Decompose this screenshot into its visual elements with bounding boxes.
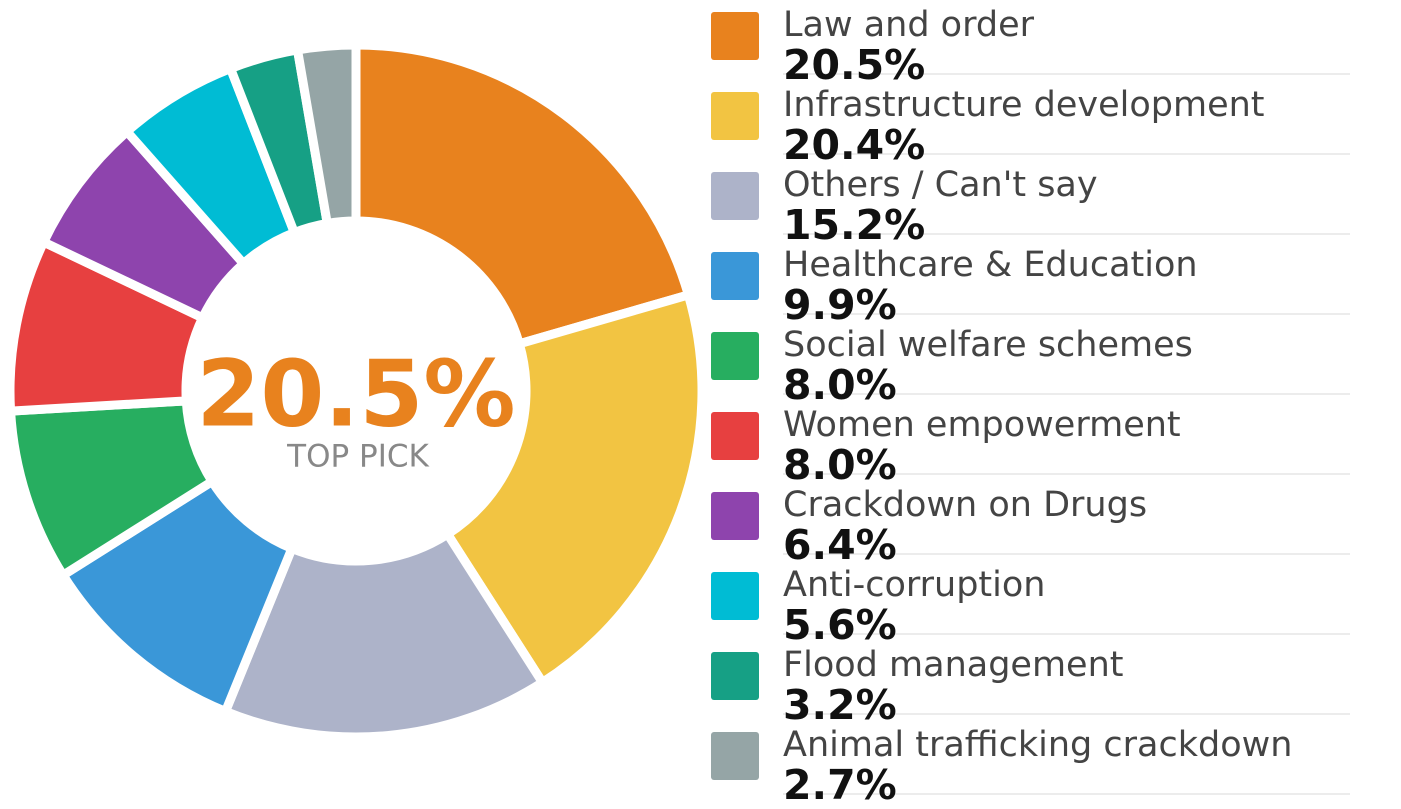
legend-label: Anti-corruption [783,565,1045,605]
legend-label: Infrastructure development [783,85,1265,125]
legend-value: 20.4% [783,121,925,169]
center-label: TOP PICK [286,439,429,475]
legend-swatch [711,492,759,540]
legend-swatch [711,412,759,460]
legend-label: Women empowerment [783,405,1181,445]
center-value: 20.5% [196,340,515,447]
legend-label: Social welfare schemes [783,325,1193,365]
legend-swatch [711,332,759,380]
legend-value: 6.4% [783,521,897,569]
legend-swatch [711,572,759,620]
legend-label: Others / Can't say [783,165,1098,205]
legend-value: 3.2% [783,681,897,729]
legend-value: 9.9% [783,281,897,329]
legend-swatch [711,92,759,140]
legend-swatch [711,652,759,700]
legend-swatch [711,252,759,300]
legend-value: 8.0% [783,361,897,409]
legend-swatch [711,12,759,60]
legend-label: Animal trafficking crackdown [783,725,1292,765]
legend-value: 15.2% [783,201,925,249]
legend-swatch [711,732,759,780]
legend-value: 2.7% [783,761,897,809]
legend-label: Law and order [783,5,1035,45]
legend-swatch [711,172,759,220]
slice [351,40,694,350]
legend-value: 20.5% [783,41,925,89]
slice [292,40,361,229]
legend-label: Crackdown on Drugs [783,485,1147,525]
legend-label: Flood management [783,645,1123,685]
slice [441,289,707,689]
legend-label: Healthcare & Education [783,245,1198,285]
slice [219,527,549,742]
legend-value: 8.0% [783,441,897,489]
legend-value: 5.6% [783,601,897,649]
